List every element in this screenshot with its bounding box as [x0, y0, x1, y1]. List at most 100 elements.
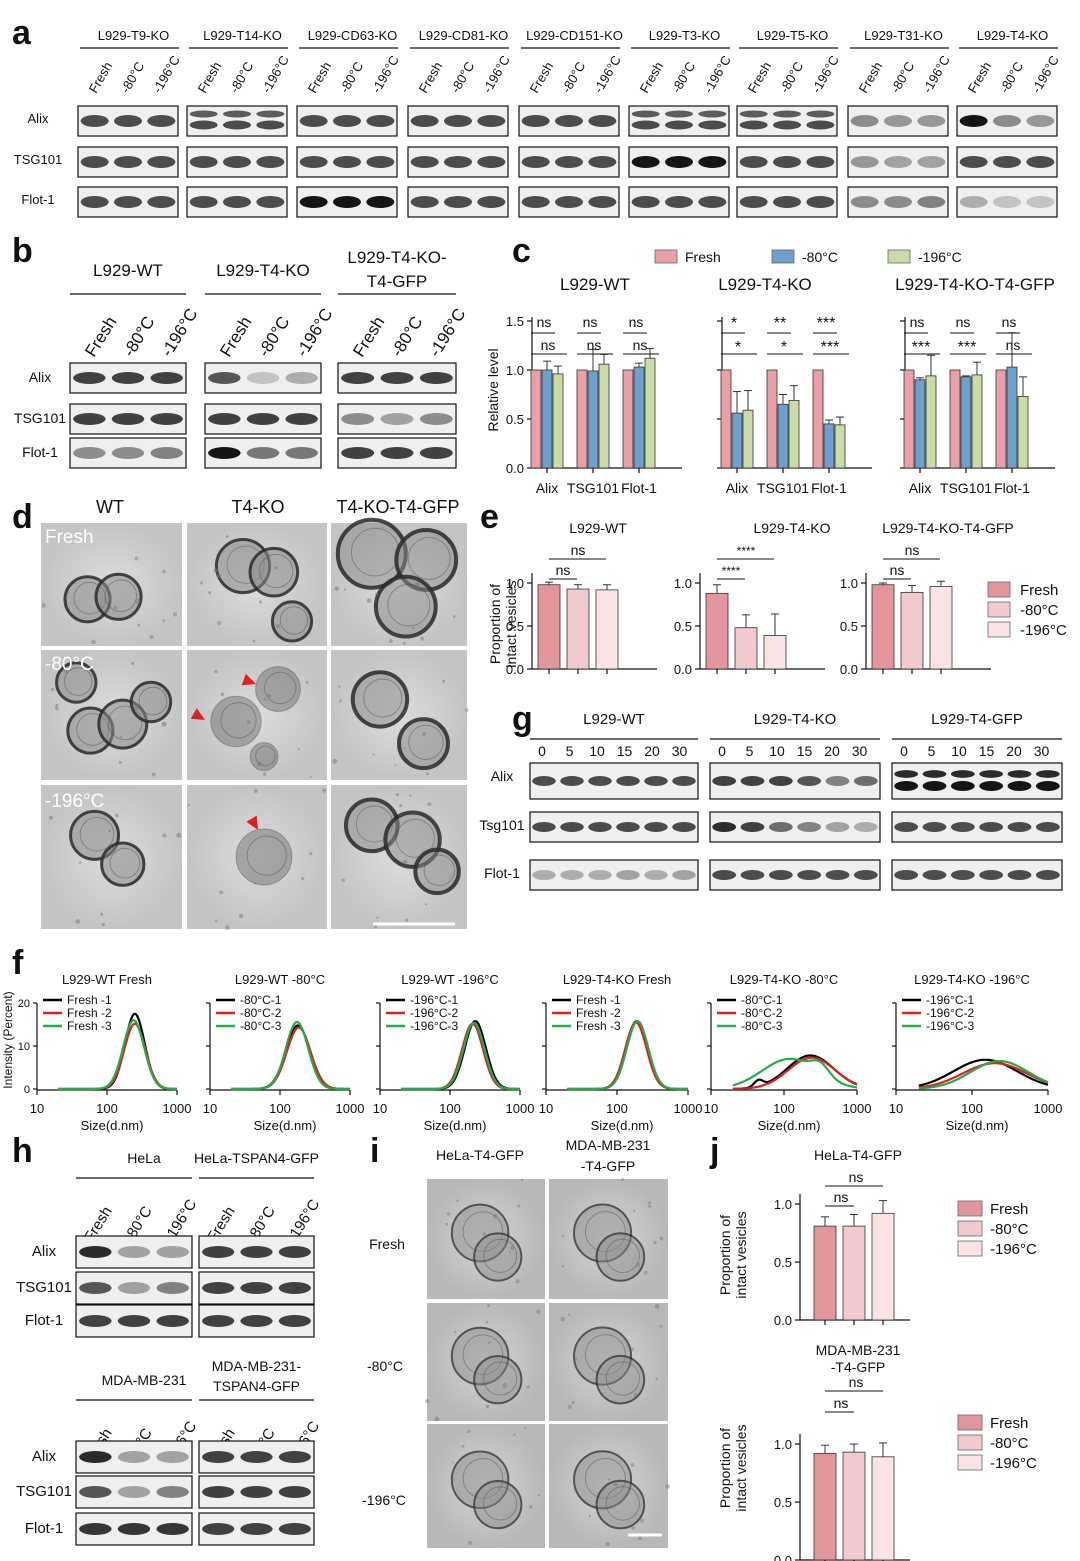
blot-g-row-label: Tsg101	[479, 817, 524, 833]
blot-band	[223, 156, 251, 168]
blot-band	[410, 196, 439, 208]
blot-a-lane-label: -80°C	[777, 59, 807, 95]
em-speck	[404, 918, 409, 922]
blot-a-lane-label: -196°C	[1029, 53, 1062, 96]
blot-band	[189, 110, 218, 118]
blot-a-lane-label: -80°C	[559, 59, 589, 95]
blot-a-strip	[186, 146, 288, 178]
em-speck	[134, 705, 139, 710]
blot-frame	[956, 186, 1058, 218]
blot-band	[150, 447, 183, 459]
em-speck	[130, 661, 135, 666]
blot-h-group-label: MDA-MB-231	[102, 1372, 187, 1388]
chart-x-tick-label: TSG101	[757, 480, 809, 496]
chart-bar	[644, 357, 656, 469]
em-speck	[528, 1504, 533, 1509]
vesicle-fold	[605, 1238, 640, 1273]
em-speck	[467, 1540, 473, 1545]
vesicle-shape	[473, 1480, 523, 1530]
blot-band	[114, 196, 142, 208]
em-speck	[567, 1313, 571, 1316]
em-speck	[464, 708, 469, 712]
chart-y-tick-label: 0.5	[774, 1255, 792, 1270]
blot-band	[333, 156, 361, 168]
blot-band	[712, 776, 737, 786]
em-speck	[275, 624, 281, 629]
blot-band	[299, 196, 328, 208]
chart-f-series-line	[918, 1062, 1049, 1089]
blot-frame	[847, 146, 949, 178]
blot-band	[73, 372, 106, 384]
chart-j-title: -T4-GFP	[831, 1359, 885, 1375]
blot-band	[1026, 156, 1055, 168]
chart-bar	[705, 592, 729, 670]
chart-sig-label: ns	[849, 1374, 864, 1390]
blot-a-lane-label: Fresh	[195, 59, 225, 95]
blot-band	[950, 870, 975, 880]
chart-f-series-line	[918, 1060, 1049, 1090]
blot-band	[993, 196, 1021, 208]
chart-j-y-axis-label: intact vesicles	[733, 1211, 749, 1298]
chart-c-bars	[530, 357, 656, 469]
blot-band	[672, 870, 696, 880]
vesicle-shape	[473, 1232, 523, 1282]
chart-legend-swatch	[987, 621, 1011, 638]
chart-f-title: L929-WT -80°C	[235, 972, 325, 987]
blot-band	[380, 413, 414, 425]
vesicle-shape	[373, 574, 438, 639]
em-speck	[309, 852, 313, 856]
em-speck	[515, 1279, 520, 1284]
chart-bar	[742, 409, 754, 469]
chart-c-title: L929-T4-KO-T4-GFP	[895, 275, 1055, 294]
chart-c-bars	[903, 366, 1029, 469]
em-d-row-label: Fresh	[45, 527, 94, 548]
blot-band	[256, 110, 285, 118]
blot-band	[1007, 870, 1032, 880]
em-i-image	[549, 1178, 668, 1299]
blot-a-group-label: L929-CD63-KO	[308, 28, 398, 43]
blot-band	[644, 776, 668, 786]
blot-band	[853, 822, 878, 832]
blot-g-row-label: Flot-1	[484, 865, 520, 881]
chart-legend-label: Fresh -3	[576, 1019, 621, 1033]
chart-legend-swatch	[987, 601, 1011, 618]
em-speck	[75, 919, 81, 924]
blot-band	[739, 110, 768, 118]
em-speck	[162, 619, 166, 622]
em-speck	[631, 1526, 635, 1531]
blot-g-time-label: 20	[824, 743, 840, 759]
chart-sig-label: ns	[1006, 337, 1021, 353]
blot-band	[333, 196, 361, 208]
chart-bar	[763, 635, 787, 670]
blot-b-group-label: T4-GFP	[367, 272, 427, 291]
em-speck	[274, 565, 279, 570]
em-speck	[263, 697, 267, 702]
vesicle-fold	[79, 816, 115, 852]
blot-band	[80, 115, 109, 127]
blot-band	[555, 196, 583, 208]
em-speck	[632, 1209, 636, 1213]
red-arrowhead-icon	[241, 673, 256, 686]
chart-x-axis-label: Size(d.nm)	[254, 1118, 317, 1133]
blot-band	[894, 781, 919, 791]
em-speck	[659, 1236, 664, 1241]
blot-g-time-label: 30	[672, 743, 688, 759]
blot-band	[285, 413, 318, 425]
chart-x-axis-label: Size(d.nm)	[81, 1118, 144, 1133]
blot-band	[894, 822, 919, 832]
em-speck	[79, 861, 82, 864]
chart-bar	[598, 363, 610, 469]
vesicle-fold	[605, 1361, 640, 1396]
blot-a-group-label: L929-T3-KO	[649, 28, 721, 43]
blot-band	[341, 447, 375, 459]
blot-band	[278, 1282, 311, 1294]
vesicle-fold	[483, 1238, 518, 1273]
chart-x-axis-label: Size(d.nm)	[424, 1118, 487, 1133]
blot-band	[532, 870, 556, 880]
chart-sig-label: ns	[890, 562, 905, 578]
blot-band	[560, 822, 584, 832]
chart-bar	[971, 374, 983, 469]
vesicle-fold	[584, 1334, 626, 1376]
blot-a-strip	[186, 105, 288, 137]
blot-band	[665, 110, 693, 118]
